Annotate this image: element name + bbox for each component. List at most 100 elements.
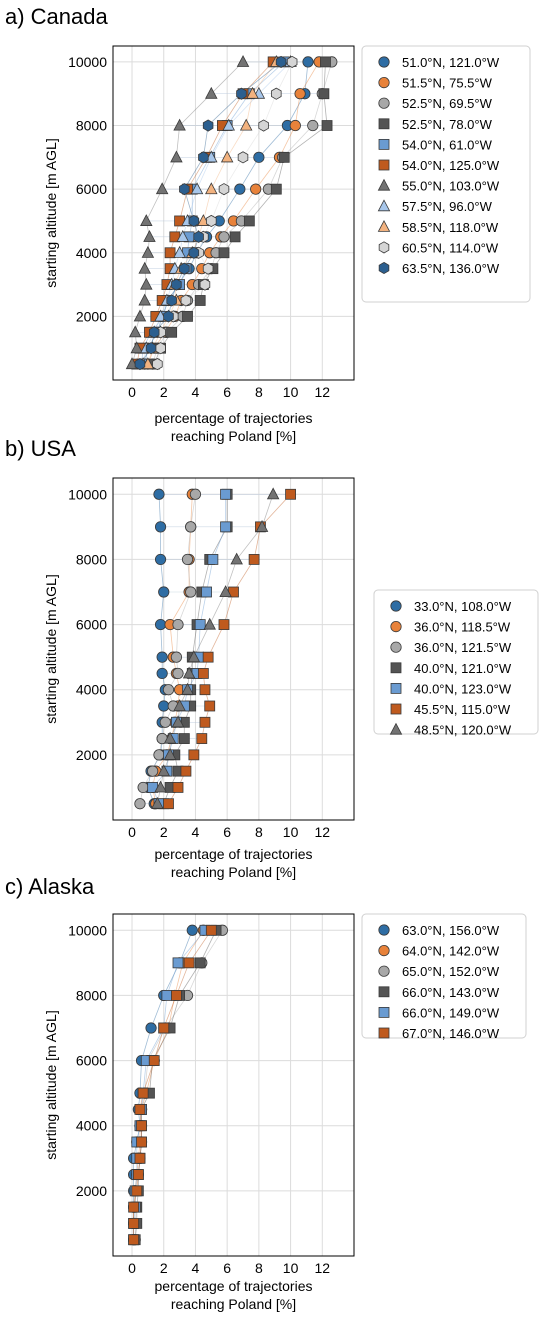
data-point [234, 183, 246, 195]
y-tick-label: 6000 [76, 181, 107, 197]
data-point [172, 618, 184, 631]
data-point [218, 231, 230, 243]
data-point [207, 554, 219, 565]
data-point [173, 245, 186, 258]
data-point [236, 87, 247, 100]
data-point [132, 1169, 144, 1180]
data-point [180, 294, 192, 307]
data-point [138, 293, 151, 306]
data-point [220, 488, 231, 500]
x-tick-label: 2 [160, 1260, 168, 1276]
data-point [286, 55, 298, 68]
x-tick-label: 10 [283, 1260, 299, 1276]
series-line [133, 930, 206, 1240]
data-point [153, 488, 165, 500]
data-point [134, 798, 146, 810]
data-point [159, 716, 171, 728]
legend-marker [390, 703, 402, 715]
data-point [190, 182, 204, 195]
legend-marker [377, 199, 391, 212]
data-point [154, 618, 167, 631]
data-point [181, 553, 194, 566]
data-point [134, 1104, 146, 1115]
data-point [163, 310, 174, 323]
legend-entry-label: 66.0°N, 149.0°W [402, 1005, 500, 1020]
series-line [168, 494, 291, 804]
series-points-3 [129, 924, 229, 1246]
data-point [196, 733, 208, 744]
data-point [239, 118, 253, 131]
data-point [307, 119, 319, 132]
data-point [153, 749, 165, 761]
data-point [320, 56, 331, 68]
data-point [258, 119, 269, 132]
legend-entry-label: 65.0°N, 152.0°W [402, 964, 500, 979]
data-point [152, 358, 163, 371]
data-point [134, 358, 146, 371]
legend-entry-label: 55.0°N, 103.0°W [402, 179, 500, 194]
data-point [151, 796, 164, 809]
legend-entry-label: 54.0°N, 61.0°W [402, 137, 493, 152]
data-point [154, 553, 167, 566]
plot-frame [112, 477, 355, 821]
y-tick-label: 8000 [76, 118, 107, 134]
data-point [246, 86, 259, 99]
data-point [154, 780, 167, 793]
legend-marker [390, 683, 402, 694]
data-point [193, 230, 204, 243]
series-points-1 [128, 924, 198, 1246]
data-point [230, 552, 243, 565]
data-point [161, 990, 173, 1001]
data-point [285, 488, 296, 500]
data-point [148, 1055, 160, 1066]
data-point [205, 924, 217, 936]
data-point [189, 488, 202, 500]
data-point [270, 183, 282, 195]
data-point [278, 151, 290, 163]
x-axis-label-line2: reaching Poland [%] [171, 864, 296, 880]
x-tick-label: 0 [128, 1260, 136, 1276]
legend: 51.0°N, 121.0°W 51.5°N, 75.5°W 52.5°N, 69.… [361, 45, 531, 303]
data-point [199, 278, 211, 291]
data-point [137, 1087, 149, 1099]
data-point [219, 585, 232, 597]
legend-marker [378, 159, 390, 171]
legend-entry-label: 33.0°N, 108.0°W [414, 599, 512, 614]
legend-marker [378, 965, 390, 977]
data-point [204, 700, 216, 712]
data-point [318, 88, 330, 100]
legend-box [361, 45, 531, 303]
y-tick-label: 10000 [68, 486, 107, 502]
legend-entry-label: 48.5°N, 120.0°W [414, 723, 512, 738]
x-tick-label: 2 [160, 384, 168, 400]
data-point [170, 150, 183, 163]
legend-marker [390, 620, 402, 633]
legend-marker [390, 662, 402, 674]
series-points-2 [142, 56, 325, 370]
series-points-6 [128, 924, 217, 1246]
y-tick-label: 10000 [68, 54, 107, 70]
data-point [243, 215, 255, 227]
legend-entry-label: 58.5°N, 118.0°W [402, 220, 499, 235]
legend-entry-label: 40.0°N, 123.0°W [414, 681, 512, 696]
legend-marker [378, 1027, 390, 1039]
data-point [199, 684, 211, 696]
x-tick-label: 6 [223, 384, 231, 400]
x-axis-label-line2: reaching Poland [%] [171, 1296, 296, 1312]
x-tick-label: 8 [255, 384, 263, 400]
data-point [166, 294, 177, 307]
data-point [166, 326, 178, 338]
data-point [158, 1022, 170, 1034]
x-tick-label: 12 [315, 824, 331, 840]
legend-entry-label: 54.0°N, 125.0°W [402, 158, 500, 173]
data-point [218, 247, 230, 259]
x-tick-label: 8 [255, 824, 263, 840]
data-point [188, 246, 200, 259]
y-axis-label: starting altitude [m AGL] [43, 138, 59, 287]
data-point [182, 666, 196, 679]
chart-panel-3: c) Alaska 0 2 4 6 8 10 12 2000 4000 6000 8000 10000 s… [5, 874, 527, 1312]
data-point [128, 325, 142, 338]
data-point [179, 262, 190, 275]
data-point [229, 231, 241, 243]
x-tick-label: 4 [192, 1260, 200, 1276]
